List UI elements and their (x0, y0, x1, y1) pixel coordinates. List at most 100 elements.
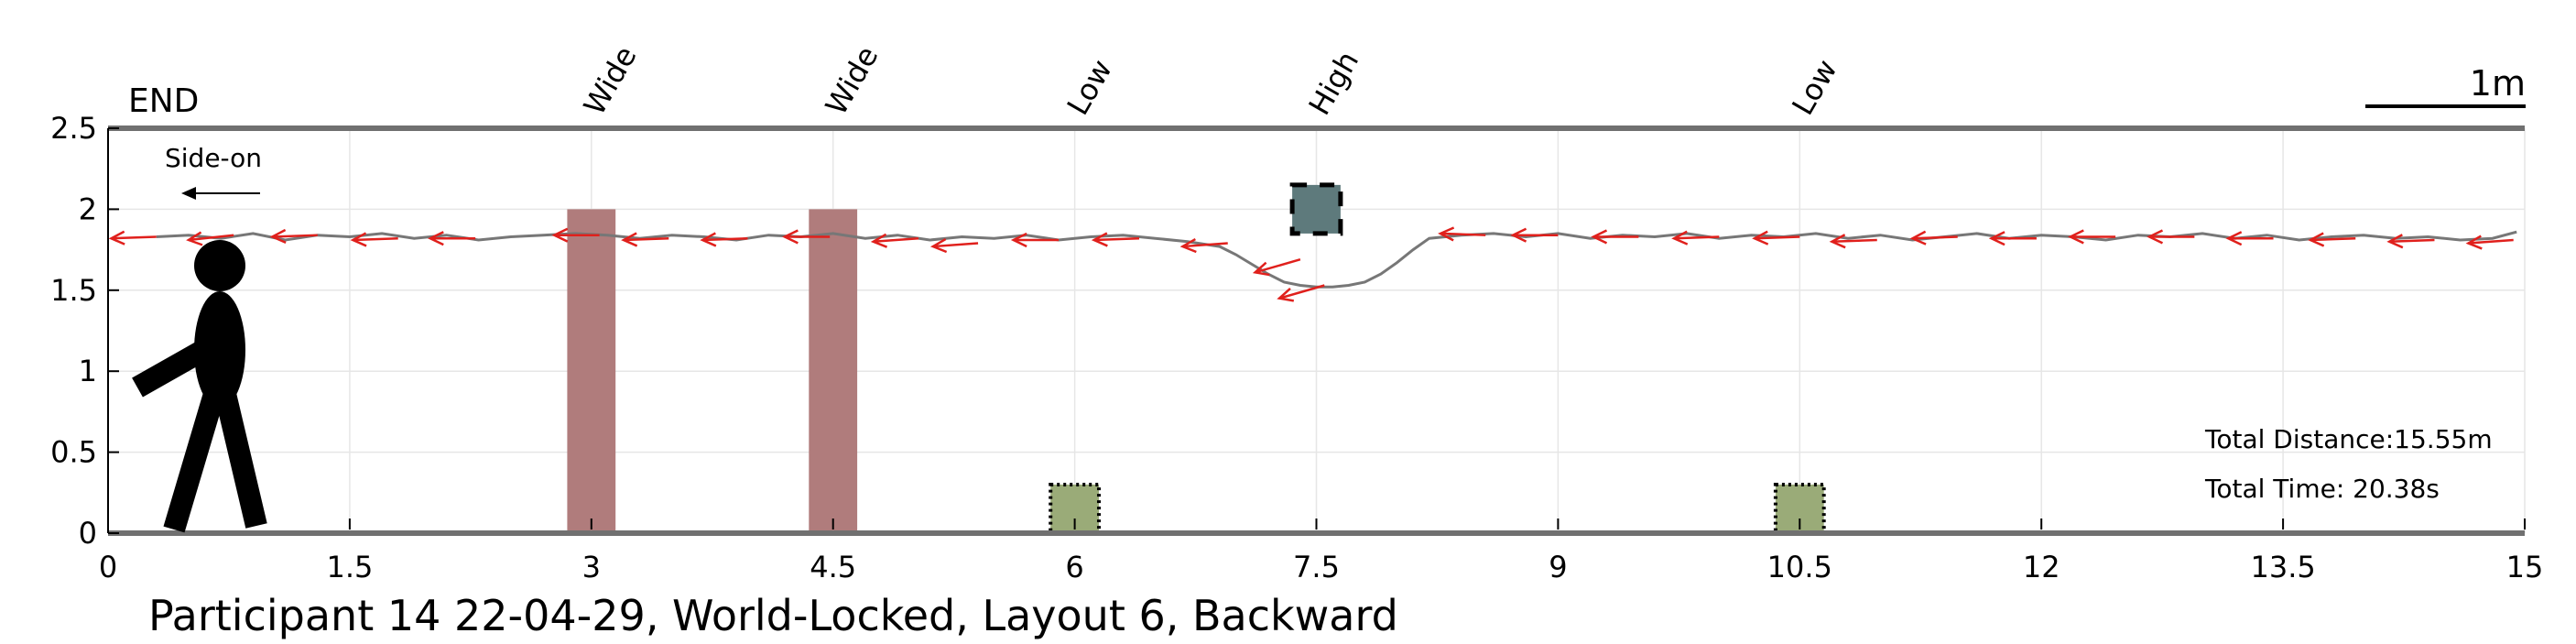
arrow-shaft (623, 236, 669, 242)
arrow-head (1252, 261, 1270, 277)
direction-arrow (2308, 232, 2356, 247)
arrow-shaft (2389, 238, 2435, 244)
arrow-head (2308, 232, 2325, 247)
arrow-head (269, 228, 287, 245)
arrow-head (1277, 288, 1295, 302)
view-label: Side-on (165, 143, 262, 173)
arrow-shaft (1912, 235, 1958, 240)
arrow-head (108, 230, 125, 246)
arrow-shaft (1754, 235, 1800, 240)
arrow-shaft (1093, 236, 1140, 242)
arrow-head (1091, 232, 1108, 247)
x-tick-label: 3 (582, 550, 601, 584)
direction-arrow (1179, 238, 1228, 254)
obstacle-label: Low (1060, 53, 1119, 121)
arrow-head (1179, 238, 1197, 254)
direction-arrow (1671, 230, 1720, 246)
x-tick-label: 9 (1549, 550, 1567, 584)
line-layer (156, 230, 2517, 289)
direction-arrow (2465, 235, 2514, 250)
obstacle-label: Wide (819, 40, 886, 121)
arrow-layer (108, 226, 2514, 302)
arrow-shaft (1278, 284, 1325, 300)
obstacle-wide (809, 209, 858, 533)
arrow-shaft (1831, 238, 1877, 244)
arrow-head (1829, 234, 1846, 249)
arrow-shaft (353, 236, 398, 242)
arrow-head (1671, 230, 1689, 246)
direction-arrow (1010, 232, 1060, 248)
direction-arrow (700, 232, 748, 247)
direction-arrow (1591, 229, 1639, 245)
obstacle-label: Low (1785, 53, 1843, 121)
axis-layer: 0 1.5 3 4.5 6 7.5 9 10.5 12 13.5 15 0 0.5 1 1.5 2 2.5 (50, 111, 2543, 584)
arrow-head (782, 229, 799, 245)
arrow-head (700, 232, 717, 247)
y-tick-label: 0.5 (50, 435, 97, 470)
arrow-head (2067, 229, 2084, 245)
arrow-shaft (2468, 238, 2514, 245)
direction-arrow (269, 228, 318, 245)
direction-arrow (1829, 234, 1877, 249)
x-tick-label: 0 (99, 550, 117, 584)
direction-arrow (621, 232, 669, 247)
direction-arrow (929, 238, 979, 254)
direction-arrow (2147, 229, 2195, 245)
arrow-shaft (1674, 235, 1720, 240)
y-tick-label: 1 (79, 354, 97, 388)
arrow-shaft (932, 242, 979, 248)
direction-arrow (427, 231, 476, 246)
arrow-shaft (702, 236, 748, 242)
arrow-head (1988, 231, 2005, 246)
arrow-head (1752, 230, 1769, 246)
arrow-head (621, 232, 638, 247)
direction-arrow (1510, 227, 1559, 243)
x-tick-label: 15 (2506, 550, 2544, 584)
direction-arrow (186, 231, 234, 246)
arrow-head (551, 227, 569, 243)
x-tick-label: 10.5 (1767, 550, 1832, 584)
total-time: Total Time: 20.38s (2204, 474, 2440, 504)
direction-arrow (108, 230, 157, 246)
arrow-shaft (1255, 258, 1301, 274)
x-tick-label: 13.5 (2250, 550, 2315, 584)
direction-arrow (551, 227, 600, 243)
arrow-head (929, 238, 948, 254)
obstacle-label: High (1302, 45, 1366, 121)
arrow-shaft (272, 234, 318, 238)
direction-arrow (782, 229, 831, 245)
y-tick-label: 2.5 (50, 111, 97, 146)
direction-arrow (1277, 284, 1325, 302)
direction-arrow (870, 233, 919, 248)
y-tick-label: 0 (79, 516, 97, 551)
arrow-head (350, 232, 367, 247)
x-tick-label: 6 (1065, 550, 1083, 584)
arrow-head (1909, 230, 1927, 246)
arrow-shaft (188, 234, 234, 242)
y-tick-label: 1.5 (50, 273, 97, 308)
arrow-head (2225, 231, 2243, 246)
arrow-shaft (1440, 232, 1486, 236)
direction-arrow (1909, 230, 1958, 246)
end-label: END (128, 82, 199, 120)
direction-arrow (350, 232, 398, 247)
direction-arrow (1752, 230, 1800, 246)
arrow-head (1591, 229, 1608, 245)
arrow-shaft (2310, 236, 2356, 242)
arrow-head (186, 231, 203, 246)
direction-arrow (2225, 231, 2274, 246)
arrow-shaft (1182, 242, 1228, 248)
direction-arrow (2067, 229, 2116, 245)
arrow-head (2147, 229, 2164, 245)
arrow-head (2465, 235, 2483, 250)
scale-bar-label: 1m (2470, 63, 2526, 104)
direction-arrow (1988, 231, 2037, 246)
trajectory-line (156, 230, 2517, 289)
x-tick-label: 7.5 (1293, 550, 1340, 584)
arrow-shaft (111, 235, 157, 240)
chart-title: Participant 14 22-04-29, World-Locked, L… (148, 591, 1398, 640)
x-tick-label: 4.5 (810, 550, 856, 584)
arrow-head (2386, 234, 2404, 249)
arrow-head (1010, 232, 1027, 248)
